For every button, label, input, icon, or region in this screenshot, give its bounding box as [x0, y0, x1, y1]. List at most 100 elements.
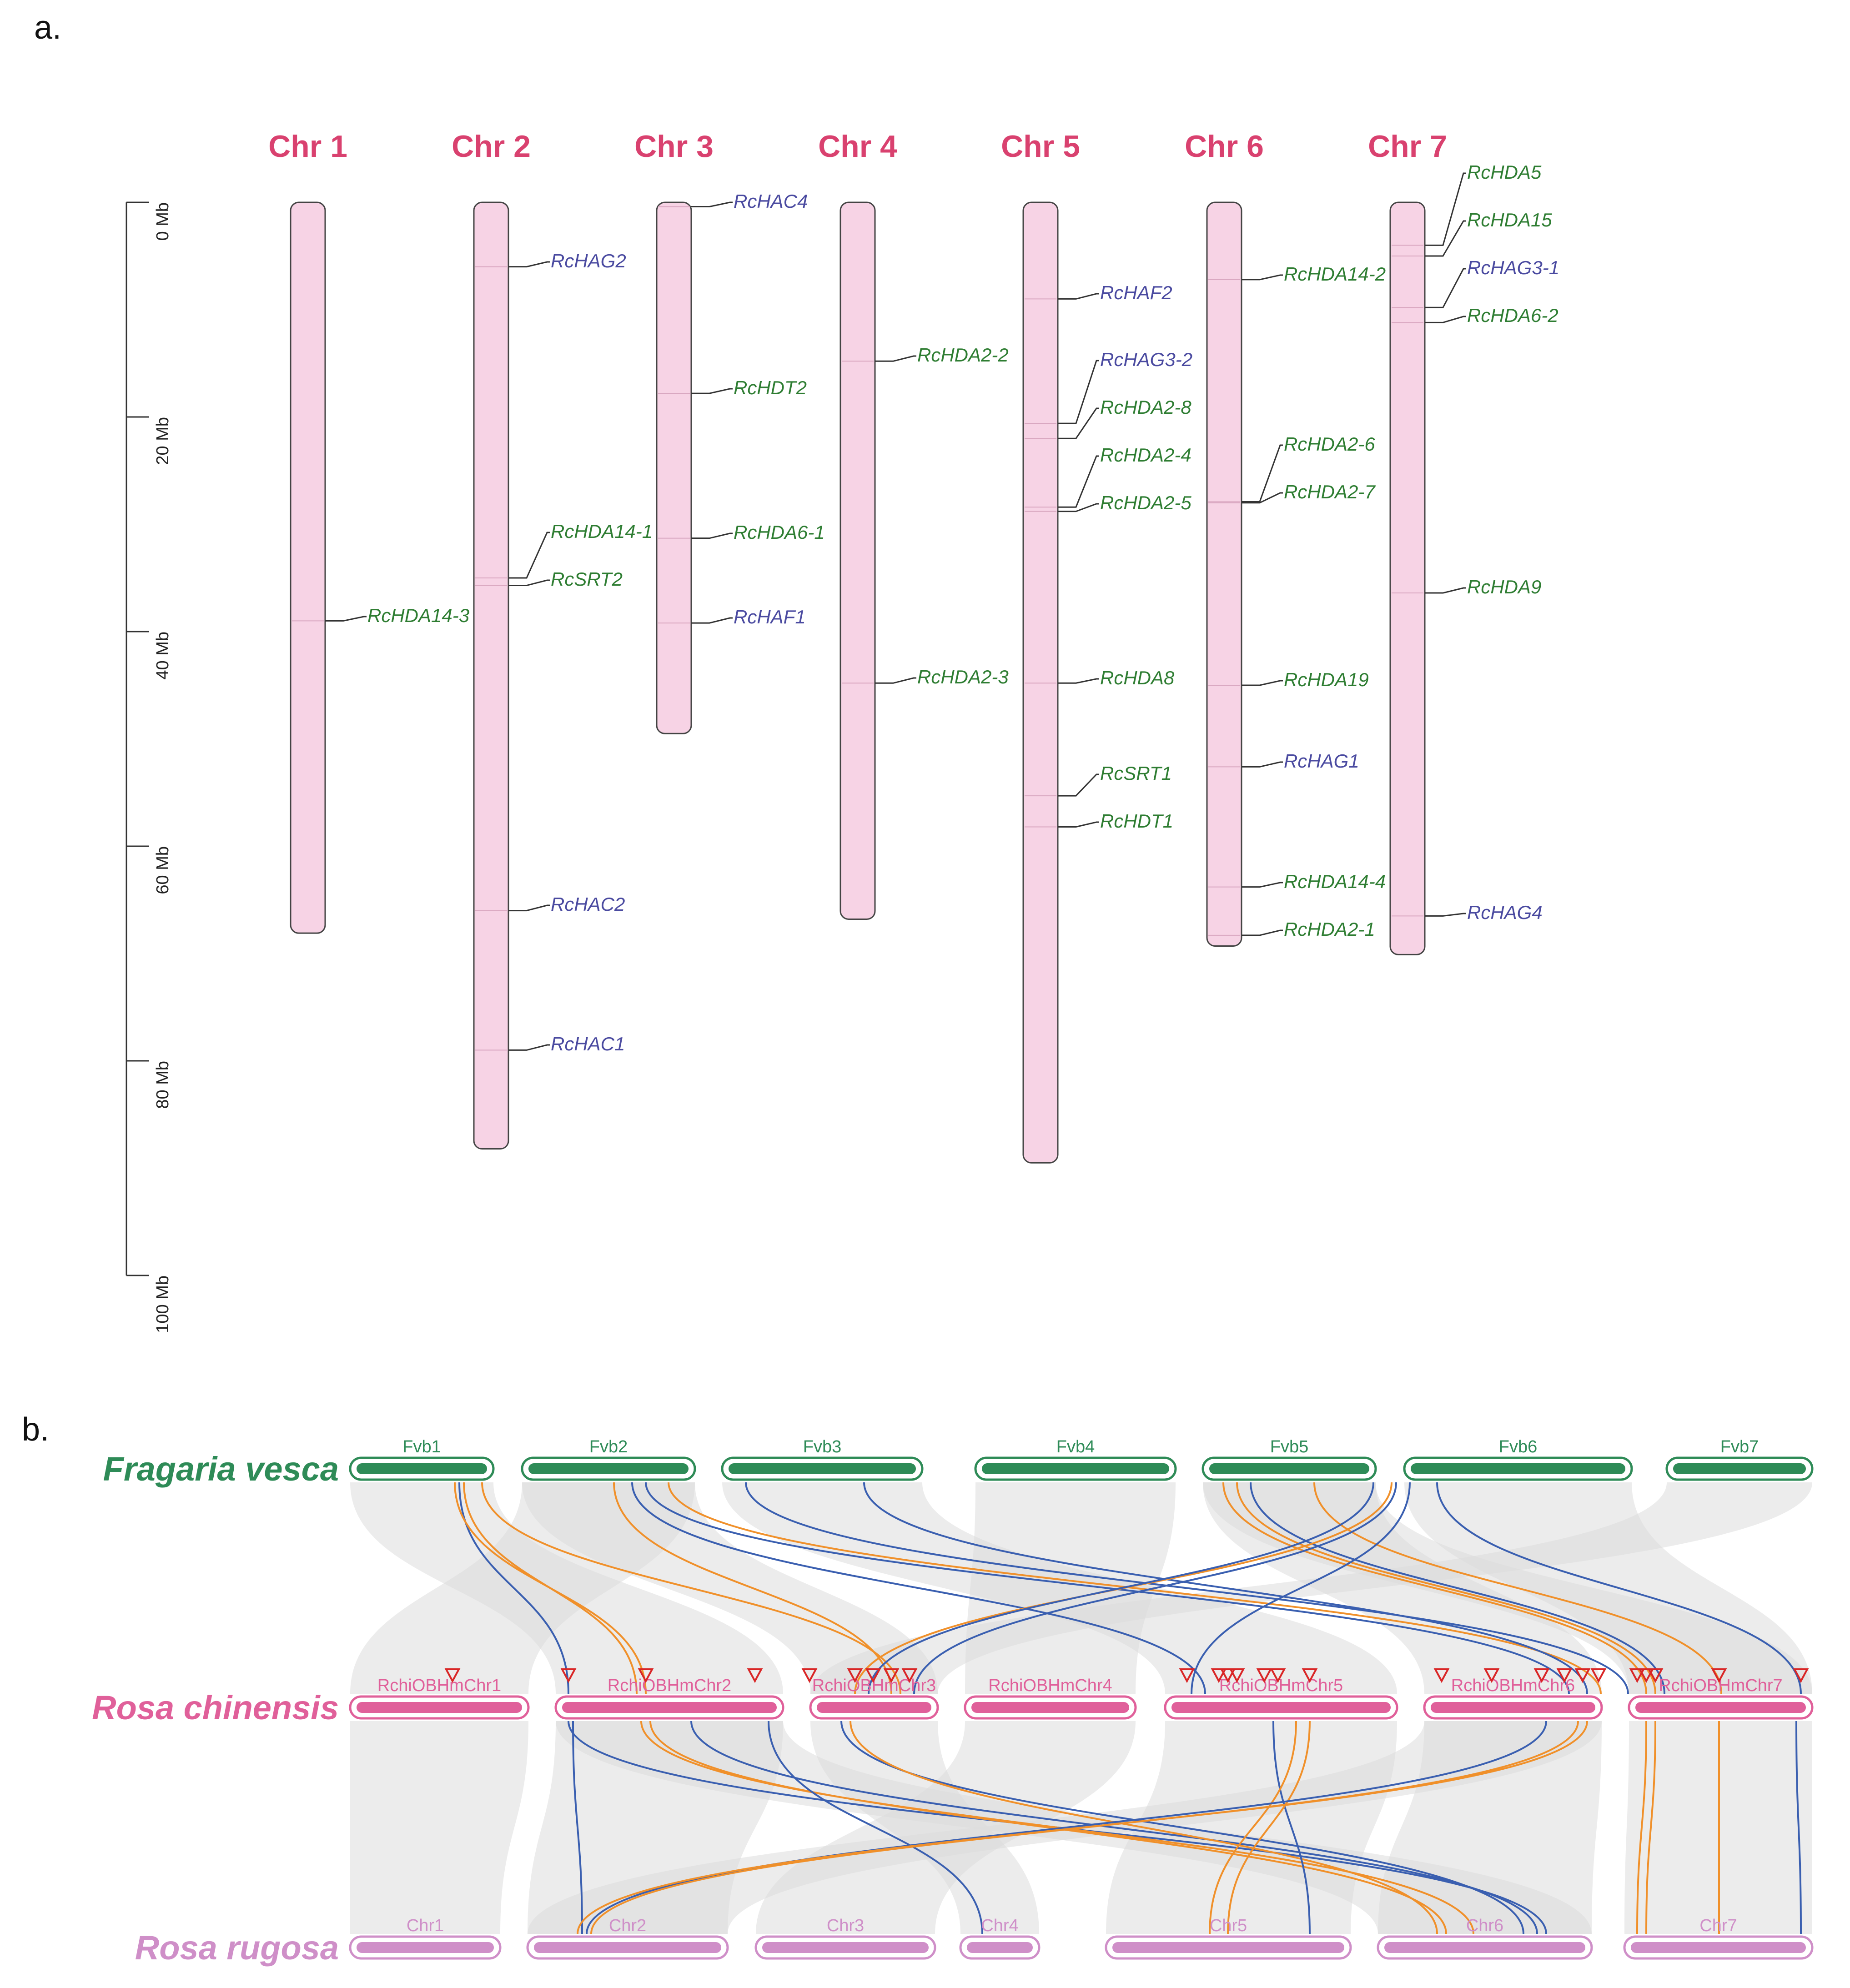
gene-leader-line	[1058, 455, 1099, 508]
gene-position-marker	[1711, 1668, 1727, 1683]
gene-pair-link	[690, 1721, 1538, 1934]
gene-leader-line	[1058, 503, 1099, 512]
gene-pair-link	[640, 1721, 1474, 1934]
chromosome-track-label: Chr3	[827, 1916, 864, 1935]
gene-position-marker	[847, 1668, 863, 1683]
gene-pair-link	[649, 1721, 1447, 1934]
gene-label: RcHAC4	[734, 191, 808, 212]
gene-leader-line	[1058, 773, 1099, 797]
chromosome-track-fill	[971, 1702, 1129, 1713]
gene-pair-link	[1209, 1721, 1297, 1934]
gene-label: RcHDA14-4	[1284, 871, 1386, 892]
chromosome-track-label: RchiOBHmChr4	[988, 1676, 1112, 1695]
gene-label: RcHDA2-7	[1284, 481, 1376, 502]
gene-label: RcHDA14-2	[1284, 263, 1386, 285]
chromosome-track-label: Fvb6	[1499, 1437, 1537, 1456]
scale-tick-label: 20 Mb	[153, 417, 172, 465]
gene-label: RcHDA6-2	[1467, 305, 1558, 326]
gene-pair-link	[1227, 1721, 1311, 1934]
gene-position-marker	[883, 1668, 900, 1683]
gene-leader-line	[508, 532, 550, 579]
gene-position-marker	[1211, 1668, 1227, 1683]
species-label: Rosa rugosa	[135, 1929, 339, 1967]
chromosome-track-label: Fvb7	[1720, 1437, 1759, 1456]
chromosome-track-label: RchiOBHmChr6	[1451, 1676, 1575, 1695]
gene-leader-line	[1425, 220, 1466, 257]
gene-label: RcSRT2	[551, 568, 623, 590]
chromosome-track-label: Chr4	[981, 1916, 1018, 1935]
gene-pair-link	[868, 1482, 1374, 1694]
gene-label: RcHDA9	[1467, 576, 1541, 597]
chromosome-track-fill	[1635, 1702, 1806, 1713]
chromosome-title: Chr 1	[268, 129, 347, 164]
gene-leader-line	[1425, 172, 1466, 246]
chromosome-title: Chr 3	[634, 129, 714, 164]
gene-pair-link	[1272, 1721, 1311, 1934]
synteny-panel: Fragaria vesca Fvb1 Fvb2 Fvb3 Fvb4 Fvb5 Fvb6 Fv…	[92, 1437, 1814, 1967]
gene-position-marker	[801, 1668, 818, 1683]
gene-position-marker	[747, 1668, 763, 1683]
gene-label: RcHAC1	[551, 1033, 625, 1054]
genome-tracks: Fragaria vesca Fvb1 Fvb2 Fvb3 Fvb4 Fvb5 Fvb6 Fv…	[92, 1437, 1814, 1967]
chromosome-2: Chr 2 RcHAG2 RcHDA14-1 RcSRT2 RcHAC2 RcHAC1	[452, 129, 653, 1150]
chromosome-body	[840, 201, 876, 920]
genome-track-2: Rosa chinensis RchiOBHmChr1 RchiOBHmChr2 Rc…	[92, 1676, 1814, 1727]
gene-label: RcHAG3-2	[1100, 349, 1192, 370]
gene-label: RcHDA2-2	[917, 344, 1009, 366]
scale-bar: 0 Mb 20 Mb 40 Mb 60 Mb 80 Mb 100 Mb	[126, 201, 172, 1333]
gene-position-marker	[1220, 1668, 1236, 1683]
chromosome-body	[290, 201, 326, 934]
gene-label: RcHAG3-1	[1467, 257, 1559, 278]
chromosome-body	[656, 201, 692, 734]
chromosome-track-fill	[1384, 1942, 1585, 1953]
chromosome-track-label: Fvb4	[1056, 1437, 1095, 1456]
gene-position-marker	[1256, 1668, 1272, 1683]
gene-label: RcHDA2-8	[1100, 397, 1191, 418]
gene-leader-line	[1058, 293, 1099, 300]
gene-leader-line	[325, 616, 367, 622]
gene-position-marker	[1590, 1668, 1607, 1683]
gene-leader-line	[1242, 680, 1283, 686]
gene-leader-line	[691, 388, 733, 394]
gene-position-marker	[1638, 1668, 1654, 1683]
gene-pair-link	[840, 1721, 1524, 1934]
gene-label: RcHDA2-3	[917, 666, 1009, 688]
gene-leader-line	[508, 904, 550, 912]
chromosome-track-fill	[817, 1702, 931, 1713]
chromosome-track-fill	[562, 1702, 777, 1713]
gene-label: RcHDA15	[1467, 209, 1552, 231]
synteny-band	[965, 1482, 1176, 1694]
gene-leader-line	[1425, 316, 1466, 323]
chromosome-track-label: Chr7	[1699, 1916, 1737, 1935]
gene-pair-link	[572, 1721, 583, 1934]
chromosome-track-label: RchiOBHmChr5	[1219, 1676, 1343, 1695]
gene-leader-line	[691, 201, 733, 207]
gene-leader-line	[875, 677, 916, 684]
gene-leader-line	[1242, 882, 1283, 888]
gene-position-marker	[638, 1668, 654, 1683]
gene-leader-line	[1425, 268, 1466, 308]
gene-label: RcHDT1	[1100, 810, 1173, 832]
chromosome-track-fill	[1673, 1463, 1806, 1474]
chromosome-track-fill	[1411, 1463, 1625, 1474]
gene-position-marker	[1483, 1668, 1500, 1683]
gene-leader-line	[1242, 492, 1283, 504]
gene-position-marker	[1574, 1668, 1591, 1683]
gene-pair-link	[586, 1721, 1547, 1934]
chromosome-body	[1389, 201, 1426, 955]
gene-position-marker	[1179, 1668, 1195, 1683]
chromosome-track-fill	[982, 1463, 1169, 1474]
gene-position-marker	[1270, 1668, 1286, 1683]
gene-position-marker	[901, 1668, 918, 1683]
chromosome-1: Chr 1 RcHDA14-3	[268, 129, 469, 934]
chromosome-6: Chr 6 RcHDA14-2 RcHDA2-6 RcHDA2-7 RcHDA19 RcH…	[1185, 129, 1386, 947]
chromosome-track-label: Fvb3	[803, 1437, 841, 1456]
gene-position-marker	[1433, 1668, 1450, 1683]
gene-pair-link	[745, 1482, 1629, 1694]
gene-pair-link	[463, 1482, 638, 1694]
gene-label: RcHDA14-3	[367, 605, 469, 626]
gene-label: RcHDA2-1	[1284, 919, 1375, 940]
scale-tick-label: 0 Mb	[153, 202, 172, 241]
gene-label: RcHDA19	[1284, 669, 1369, 690]
gene-leader-line	[1058, 678, 1099, 684]
